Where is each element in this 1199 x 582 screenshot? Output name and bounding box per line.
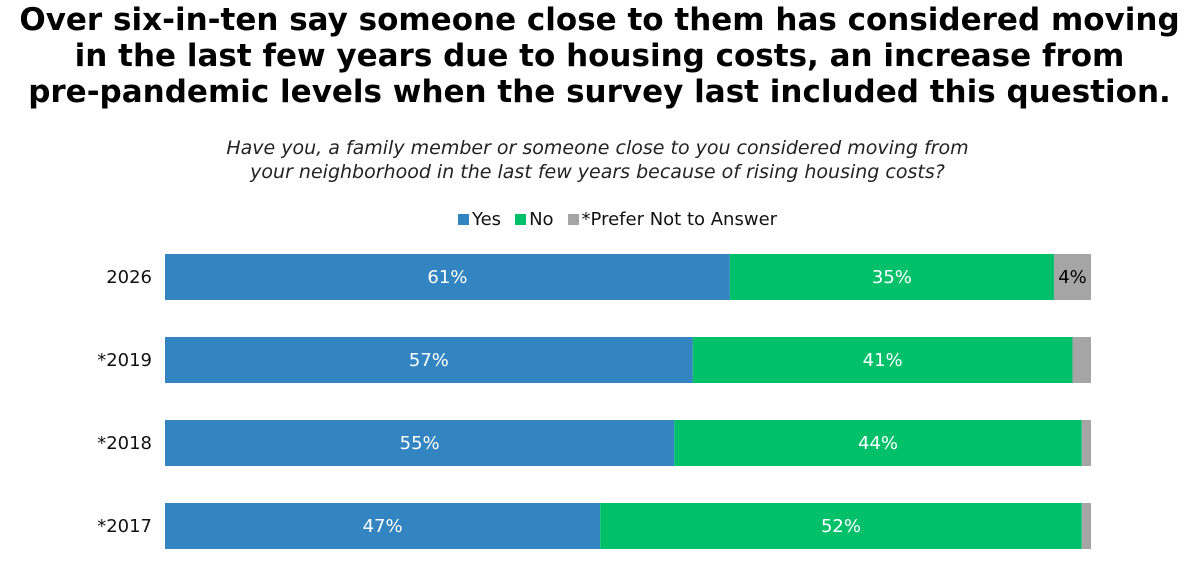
bar-segment-prefernottoanswer	[1081, 503, 1091, 549]
title-line-1: Over six-in-ten say someone close to the…	[19, 2, 1180, 38]
bar-segment-yes	[165, 337, 693, 383]
legend-item-yes: Yes	[458, 209, 501, 230]
legend-swatch-yes	[458, 213, 469, 225]
bar-value-label: 47%	[363, 516, 403, 537]
bar-value-label: 35%	[872, 267, 912, 288]
legend-swatch-prefer-not	[567, 213, 579, 225]
bar-value-label: 52%	[821, 516, 861, 537]
chart-title: Over six-in-ten say someone close to the…	[0, 2, 1199, 110]
chart-legend: Yes No *Prefer Not to Answer	[458, 208, 791, 230]
category-label: *2017	[97, 516, 152, 537]
bar-segment-prefernottoanswer	[1072, 337, 1091, 383]
bar-value-label: 44%	[858, 433, 898, 454]
bar-value-label: 4%	[1058, 267, 1087, 288]
category-label: *2018	[97, 433, 152, 454]
subtitle-line-2: your neighborhood in the last few years …	[250, 161, 945, 183]
bar-segment-prefernottoanswer	[1081, 420, 1091, 466]
bar-segment-no	[600, 503, 1082, 549]
legend-label-yes: Yes	[472, 208, 502, 230]
title-line-2: in the last few years due to housing cos…	[74, 38, 1125, 74]
legend-swatch-no	[515, 213, 527, 225]
subtitle-line-1: Have you, a family member or someone clo…	[226, 137, 969, 159]
legend-item-prefer-not: *Prefer Not to Answer	[567, 208, 778, 230]
bar-segment-no	[729, 254, 1054, 300]
title-line-3: pre-pandemic levels when the survey last…	[28, 74, 1171, 110]
bar-segment-no	[692, 337, 1073, 383]
bar-segment-no	[674, 420, 1082, 466]
bar-segment-yes	[165, 503, 601, 549]
bar-value-label: 57%	[409, 350, 449, 371]
bar-value-label: 55%	[400, 433, 440, 454]
legend-label-no: No	[529, 208, 554, 230]
category-label: 2026	[106, 267, 152, 288]
category-label: *2019	[97, 350, 152, 371]
legend-item-no: No	[515, 208, 554, 230]
bar-segment-prefernottoanswer	[1053, 254, 1091, 300]
bar-value-label: 41%	[863, 350, 903, 371]
legend-label-prefer-not: *Prefer Not to Answer	[581, 208, 778, 230]
bar-segment-yes	[165, 420, 675, 466]
bar-segment-yes	[165, 254, 730, 300]
chart-subtitle: Have you, a family member or someone clo…	[0, 136, 1195, 184]
bar-value-label: 61%	[427, 267, 467, 288]
